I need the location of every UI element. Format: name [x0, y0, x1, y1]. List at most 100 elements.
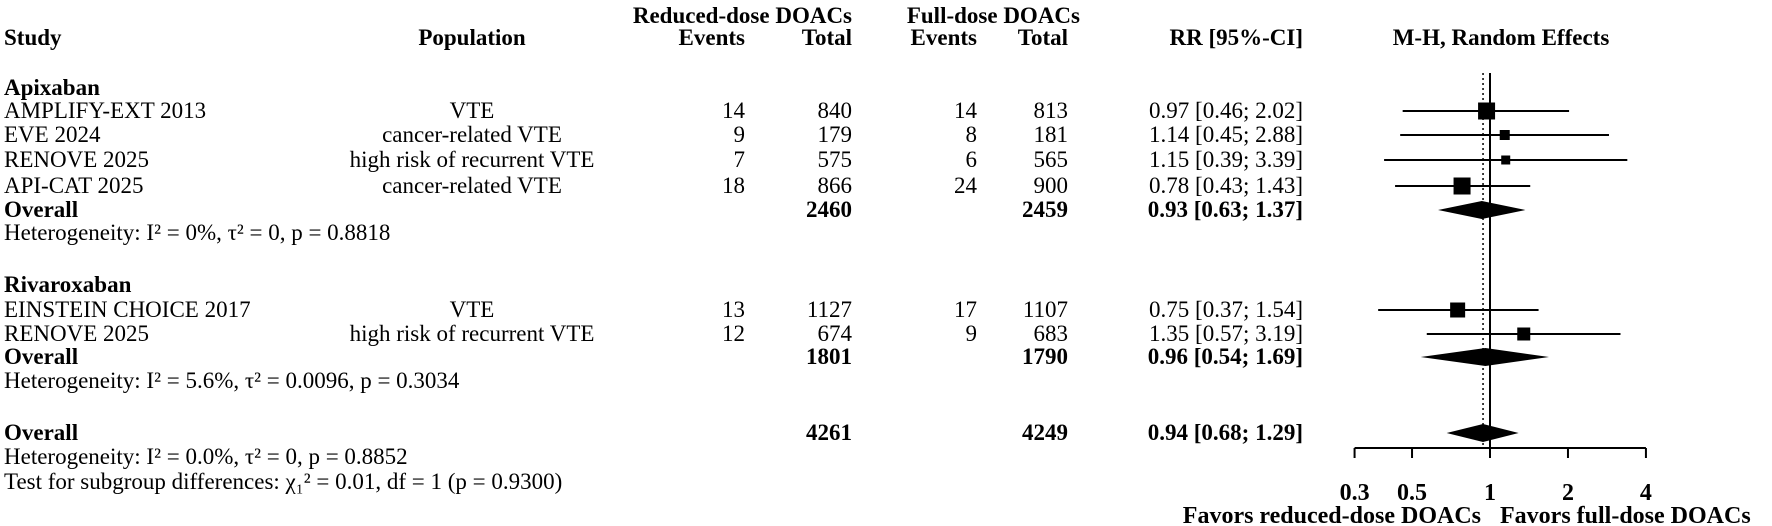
overall-full-total: 1790: [1022, 344, 1068, 369]
axis-tick-label: 0.3: [1340, 480, 1370, 506]
column-header-events-reduced: Events: [678, 25, 745, 50]
full-events: 9: [965, 321, 978, 346]
reduced-total: 1127: [806, 297, 852, 322]
subgroup-summary-diamond: [1438, 201, 1526, 219]
group-name: Apixaban: [4, 75, 100, 100]
population: high risk of recurrent VTE: [349, 321, 595, 346]
overall-reduced-total: 1801: [806, 344, 852, 369]
study-row: EVE 2024 cancer-related VTE 9 179 8 181 1.14 […: [0, 122, 1772, 148]
full-events: 8: [965, 122, 978, 147]
overall-row: Overall 4261 4249 0.94 [0.68; 1.29]: [0, 420, 1772, 446]
study-name: AMPLIFY-EXT 2013: [4, 98, 207, 123]
favors-left-label: Favors reduced-dose DOACs: [1183, 503, 1481, 526]
axis-tick-label: 0.5: [1397, 480, 1427, 506]
study-row: RENOVE 2025 high risk of recurrent VTE 12 6…: [0, 321, 1772, 347]
axis-tick-label: 1: [1484, 480, 1496, 506]
rr-ci-value: 0.78 [0.43; 1.43]: [1149, 173, 1303, 198]
full-events: 24: [954, 173, 977, 198]
axis-tick-label: 2: [1562, 480, 1574, 506]
reduced-total: 674: [817, 321, 853, 346]
effect-square: [1517, 327, 1531, 341]
study-name: EINSTEIN CHOICE 2017: [4, 297, 251, 322]
overall-full-total: 2459: [1022, 197, 1068, 222]
rr-ci-value: 1.14 [0.45; 2.88]: [1149, 122, 1303, 147]
group-name: Rivaroxaban: [4, 272, 132, 297]
effect-square: [1450, 302, 1466, 318]
overall-full-total: 4249: [1022, 420, 1068, 445]
column-group-full-dose: Full-dose DOACs: [906, 3, 1080, 28]
overall-label: Overall: [4, 420, 79, 445]
subgroup-test-row: Test for subgroup differences: χ₁² = 0.0…: [0, 469, 1772, 495]
full-total: 900: [1033, 173, 1069, 198]
overall-label: Overall: [4, 197, 79, 222]
effect-square: [1501, 155, 1511, 165]
subgroup-overall-row: Overall 1801 1790 0.96 [0.54; 1.69]: [0, 344, 1772, 370]
overall-summary-diamond: [1446, 424, 1519, 442]
full-total: 683: [1033, 321, 1069, 346]
rr-ci-value: 0.97 [0.46; 2.02]: [1149, 98, 1303, 123]
rr-ci-value: 1.15 [0.39; 3.39]: [1149, 147, 1303, 172]
full-total: 813: [1033, 98, 1069, 123]
population: high risk of recurrent VTE: [349, 147, 595, 172]
study-row: AMPLIFY-EXT 2013 VTE 14 840 14 813 0.97 [0.46;…: [0, 98, 1772, 124]
column-header-total-full: Total: [1017, 25, 1068, 50]
reduced-total: 575: [817, 147, 853, 172]
column-group-reduced-dose: Reduced-dose DOACs: [632, 3, 852, 28]
study-name: RENOVE 2025: [4, 147, 150, 172]
study-name: EVE 2024: [4, 122, 101, 147]
effect-square: [1453, 177, 1471, 195]
population: cancer-related VTE: [382, 122, 562, 147]
study-row: API-CAT 2025 cancer-related VTE 18 866 24 900…: [0, 173, 1772, 199]
reduced-events: 18: [722, 173, 745, 198]
overall-rr-ci: 0.93 [0.63; 1.37]: [1147, 197, 1303, 222]
full-total: 181: [1033, 122, 1069, 147]
full-total: 1107: [1022, 297, 1068, 322]
effect-square: [1478, 102, 1496, 120]
overall-rr-ci: 0.94 [0.68; 1.29]: [1147, 420, 1303, 445]
column-header-plot: M-H, Random Effects: [1392, 25, 1610, 50]
effect-square: [1499, 130, 1510, 140]
group-header-row: Rivaroxaban: [0, 272, 1772, 298]
population: VTE: [449, 297, 495, 322]
heterogeneity-row: Heterogeneity: I² = 0.0%, τ² = 0, p = 0.…: [0, 444, 1772, 470]
reduced-events: 14: [722, 98, 745, 123]
axis-tick-label: 4: [1640, 480, 1652, 506]
full-total: 565: [1033, 147, 1069, 172]
study-row: EINSTEIN CHOICE 2017 VTE 13 1127 17 1107 0.75 …: [0, 297, 1772, 323]
full-events: 17: [954, 297, 977, 322]
heterogeneity-row: Heterogeneity: I² = 5.6%, τ² = 0.0096, p…: [0, 368, 1772, 394]
population: cancer-related VTE: [382, 173, 562, 198]
full-events: 14: [954, 98, 977, 123]
rr-ci-value: 0.75 [0.37; 1.54]: [1149, 297, 1303, 322]
column-header-study: Study: [4, 25, 62, 50]
reduced-events: 12: [722, 321, 745, 346]
overall-label: Overall: [4, 344, 79, 369]
study-row: RENOVE 2025 high risk of recurrent VTE 7 57…: [0, 147, 1772, 173]
study-name: API-CAT 2025: [4, 173, 144, 198]
subgroup-test-text: Test for subgroup differences: χ₁² = 0.0…: [4, 469, 563, 494]
rr-ci-value: 1.35 [0.57; 3.19]: [1149, 321, 1303, 346]
reduced-total: 840: [817, 98, 853, 123]
heterogeneity-row: Heterogeneity: I² = 0%, τ² = 0, p = 0.88…: [0, 220, 1772, 246]
reduced-events: 9: [733, 122, 746, 147]
column-header-population: Population: [418, 25, 526, 50]
study-name: RENOVE 2025: [4, 321, 150, 346]
favors-right-label: Favors full-dose DOACs: [1500, 503, 1751, 526]
reduced-total: 179: [817, 122, 853, 147]
subgroup-summary-diamond: [1420, 348, 1550, 366]
overall-reduced-total: 4261: [806, 420, 852, 445]
column-header-events-full: Events: [910, 25, 977, 50]
heterogeneity-text: Heterogeneity: I² = 0%, τ² = 0, p = 0.88…: [4, 220, 391, 245]
reduced-total: 866: [817, 173, 853, 198]
column-header-total-reduced: Total: [801, 25, 852, 50]
column-header-rr-ci: RR [95%-CI]: [1169, 25, 1303, 50]
overall-reduced-total: 2460: [806, 197, 852, 222]
reduced-events: 7: [733, 147, 746, 172]
population: VTE: [449, 98, 495, 123]
reduced-events: 13: [722, 297, 745, 322]
subgroup-overall-row: Overall 2460 2459 0.93 [0.63; 1.37]: [0, 197, 1772, 223]
heterogeneity-text: Heterogeneity: I² = 5.6%, τ² = 0.0096, p…: [4, 368, 460, 393]
full-events: 6: [965, 147, 978, 172]
